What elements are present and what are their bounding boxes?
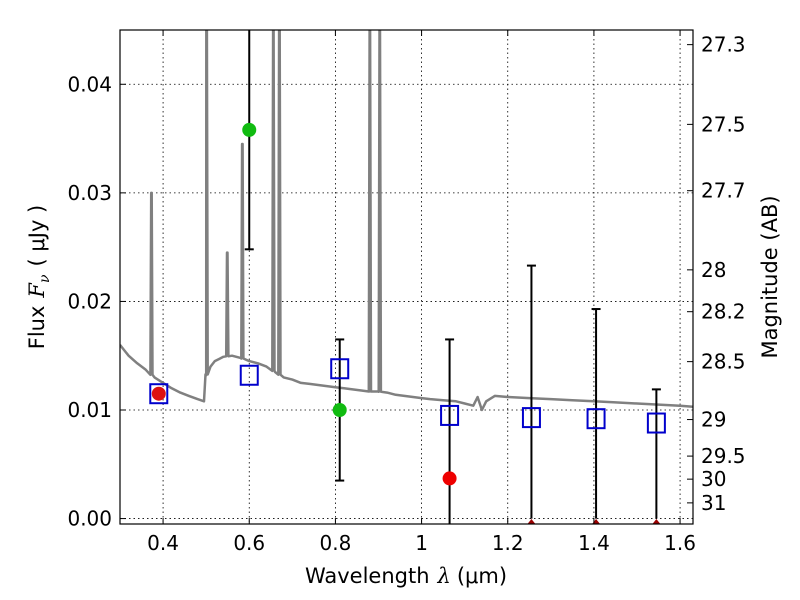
observed-flux-point [151, 386, 166, 401]
data-layer [120, 30, 693, 412]
sed-model-line [120, 30, 693, 412]
mag-tick-label: 30 [701, 467, 726, 491]
x-tick-label: 1.2 [492, 531, 524, 555]
observed-flux-point [442, 471, 457, 486]
y-tick-label: 0.01 [67, 398, 112, 422]
x-tick-label: 1.4 [578, 531, 610, 555]
mag-tick-label: 28.2 [701, 300, 746, 324]
observed-flux-point [332, 403, 347, 417]
y-axis-right-label: Magnitude (AB) [758, 195, 782, 358]
x-tick-label: 1.6 [664, 531, 696, 555]
model-photometry-square [646, 412, 666, 434]
mag-tick-label: 31 [701, 491, 726, 515]
y-axis-label: FluxFν( μJy ) [25, 205, 53, 349]
x-tick-label: 0.6 [233, 531, 265, 555]
model-photometry-square [149, 383, 169, 405]
mag-tick-label: 28 [701, 258, 726, 282]
x-axis-label: Wavelength λ (μm) [305, 564, 507, 588]
y-tick-label: 0.03 [67, 181, 112, 205]
x-tick-label: 0.8 [320, 531, 352, 555]
plot-background [120, 30, 693, 524]
mag-tick-label: 29.5 [701, 444, 746, 468]
model-photometry-square [440, 404, 460, 426]
observed-flux-point [242, 122, 257, 137]
plot-frame [119, 29, 694, 525]
x-tick-label: 1 [415, 531, 428, 555]
overflow-marks [149, 30, 666, 524]
y-tick-label: 0.04 [67, 72, 112, 96]
y-tick-label: 0.02 [67, 289, 112, 313]
y-tick-label: 0.00 [67, 507, 112, 531]
ticks: 0.4 0.6 0.8 1 1.2 1.4 1.6 0.00 0.01 0.02 0.03 0.04 2… [67, 30, 746, 555]
model-photometry-square [239, 364, 259, 386]
model-photometry-square [521, 407, 541, 429]
mag-tick-label: 27.5 [701, 112, 746, 136]
model-photometry-square [330, 358, 350, 380]
mag-tick-label: 27.7 [701, 179, 746, 203]
mag-tick-label: 27.3 [701, 33, 746, 57]
mag-tick-label: 28.5 [701, 350, 746, 374]
observed-flux-upper-limit-marker [652, 519, 661, 524]
observed-flux-upper-limit-marker [527, 519, 536, 524]
mag-tick-label: 29 [701, 408, 726, 432]
model-photometry-square [586, 408, 606, 430]
x-tick-label: 0.4 [147, 531, 179, 555]
